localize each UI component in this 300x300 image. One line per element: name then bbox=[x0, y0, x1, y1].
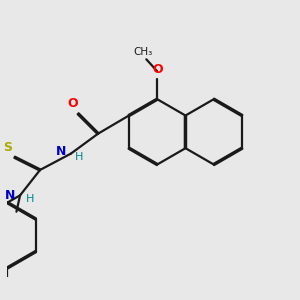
Text: O: O bbox=[152, 63, 163, 76]
Text: N: N bbox=[5, 189, 16, 202]
Text: CH₃: CH₃ bbox=[133, 47, 152, 58]
Text: H: H bbox=[75, 152, 84, 162]
Text: H: H bbox=[26, 194, 34, 204]
Text: N: N bbox=[56, 145, 67, 158]
Text: S: S bbox=[3, 141, 12, 154]
Text: O: O bbox=[68, 97, 78, 110]
